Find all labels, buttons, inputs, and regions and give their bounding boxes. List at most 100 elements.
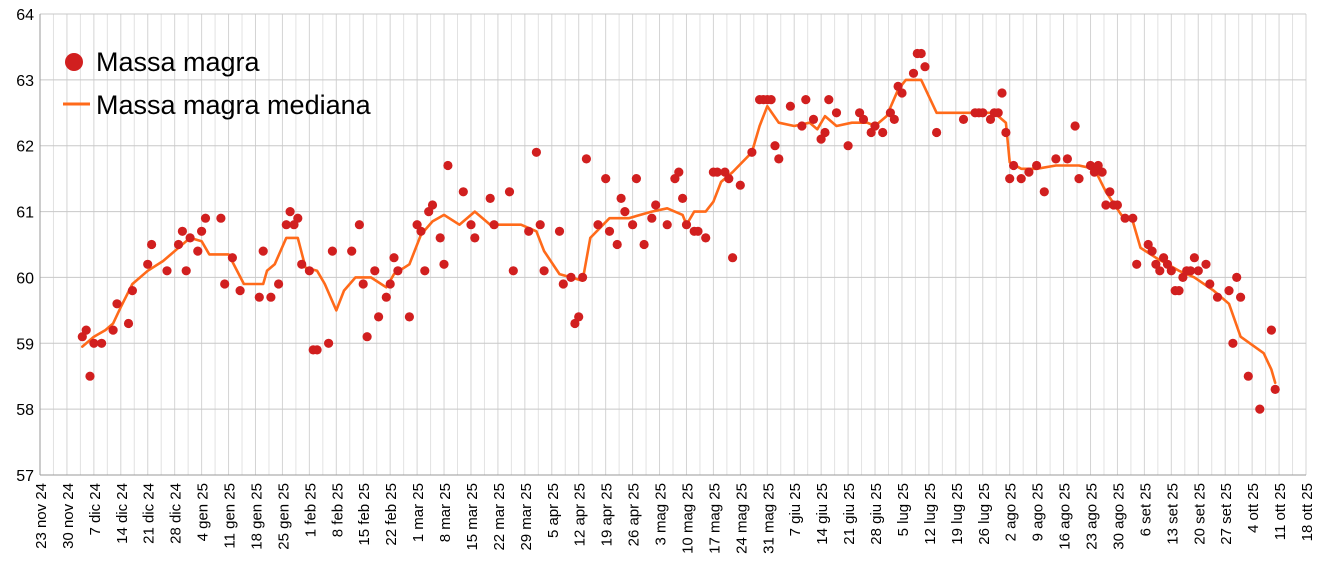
data-point [427,200,438,210]
data-point [628,220,638,230]
data-point [227,253,237,263]
data-point [639,239,649,250]
data-point [1166,266,1176,276]
data-point [701,233,711,243]
data-point [920,62,930,72]
data-point [1005,174,1015,184]
x-tick-label: 12 apr 25 [572,483,589,546]
series-line-massa-magra-mediana [81,78,1277,385]
x-tick-label: 21 giu 25 [841,483,858,545]
x-tick-label: 8 mar 25 [437,483,454,542]
x-tick-label: 31 mag 25 [760,483,777,554]
data-point [978,108,988,118]
data-point [266,292,276,302]
data-point [993,108,1003,118]
data-point [327,246,337,256]
y-tick-label: 61 [16,205,34,222]
y-tick-label: 57 [16,468,34,485]
data-point [1101,200,1111,210]
data-point [574,312,584,322]
data-point [123,318,134,329]
x-tick-label: 7 giu 25 [787,483,804,536]
data-point [728,253,738,263]
data-point [735,180,745,190]
data-point [466,220,476,230]
data-point [674,167,684,177]
data-point [712,167,722,177]
data-point [1128,213,1138,223]
data-point [347,246,357,256]
data-point [612,239,622,250]
data-point [112,299,122,309]
data-point [824,95,834,105]
data-point [908,68,919,78]
data-point [439,259,449,269]
legend-label-massa-magra: Massa magra [96,47,261,77]
data-point [566,272,576,282]
data-point [127,286,137,296]
x-tick-label: 20 set 25 [1191,483,1208,545]
data-point [458,187,468,197]
data-point [108,325,118,335]
data-point [324,338,334,348]
data-point [531,147,542,157]
data-point [193,246,203,256]
x-tick-label: 28 giu 25 [868,483,885,545]
data-point [297,259,307,269]
data-point [254,292,264,302]
x-tick-label: 14 giu 25 [814,483,831,545]
x-tick-label: 15 mar 25 [464,483,481,551]
data-point [535,220,545,230]
data-point [1009,160,1019,171]
x-tick-label: 4 gen 25 [195,483,212,541]
data-point [281,220,291,230]
data-point [162,266,172,276]
x-tick-label: 7 dic 24 [87,483,104,536]
data-point [81,325,91,335]
data-point [181,266,191,276]
data-point [381,292,391,302]
data-point [631,174,642,184]
legend-label-massa-magra-mediana: Massa magra mediana [96,90,372,120]
x-tick-label: 28 dic 24 [168,483,185,544]
data-point [647,213,657,223]
data-point [558,279,568,289]
data-point [1255,404,1265,414]
x-tick-label: 5 lug 25 [895,483,912,536]
data-point [797,121,807,131]
data-point [1062,154,1072,164]
data-point [578,272,588,282]
data-point [1070,121,1080,131]
data-point [293,213,303,223]
data-point [801,95,811,105]
data-point [554,226,565,236]
x-tick-label: 11 gen 25 [222,483,239,549]
data-point [97,338,107,348]
data-point [173,239,184,250]
x-tick-label: 9 ago 25 [1030,483,1047,541]
data-point [831,108,842,118]
data-point [693,226,703,236]
x-tick-label: 26 apr 25 [626,483,643,546]
data-point [489,220,499,230]
data-point [185,233,195,243]
data-point [1051,154,1061,164]
data-point [601,174,611,184]
data-point [1024,167,1034,177]
x-tick-label: 22 mar 25 [491,483,508,551]
data-point [1243,371,1253,381]
data-point [539,266,549,276]
data-point [620,207,630,217]
x-tick-label: 24 mag 25 [733,483,750,554]
data-point [1232,272,1242,282]
data-point [770,141,780,151]
data-point [85,371,95,381]
x-tick-label: 23 nov 24 [33,483,50,549]
data-point [1189,253,1199,263]
data-point [1074,174,1084,184]
y-tick-label: 62 [16,139,34,156]
data-point [1147,246,1157,256]
data-point [1193,266,1203,276]
data-point [374,312,384,322]
